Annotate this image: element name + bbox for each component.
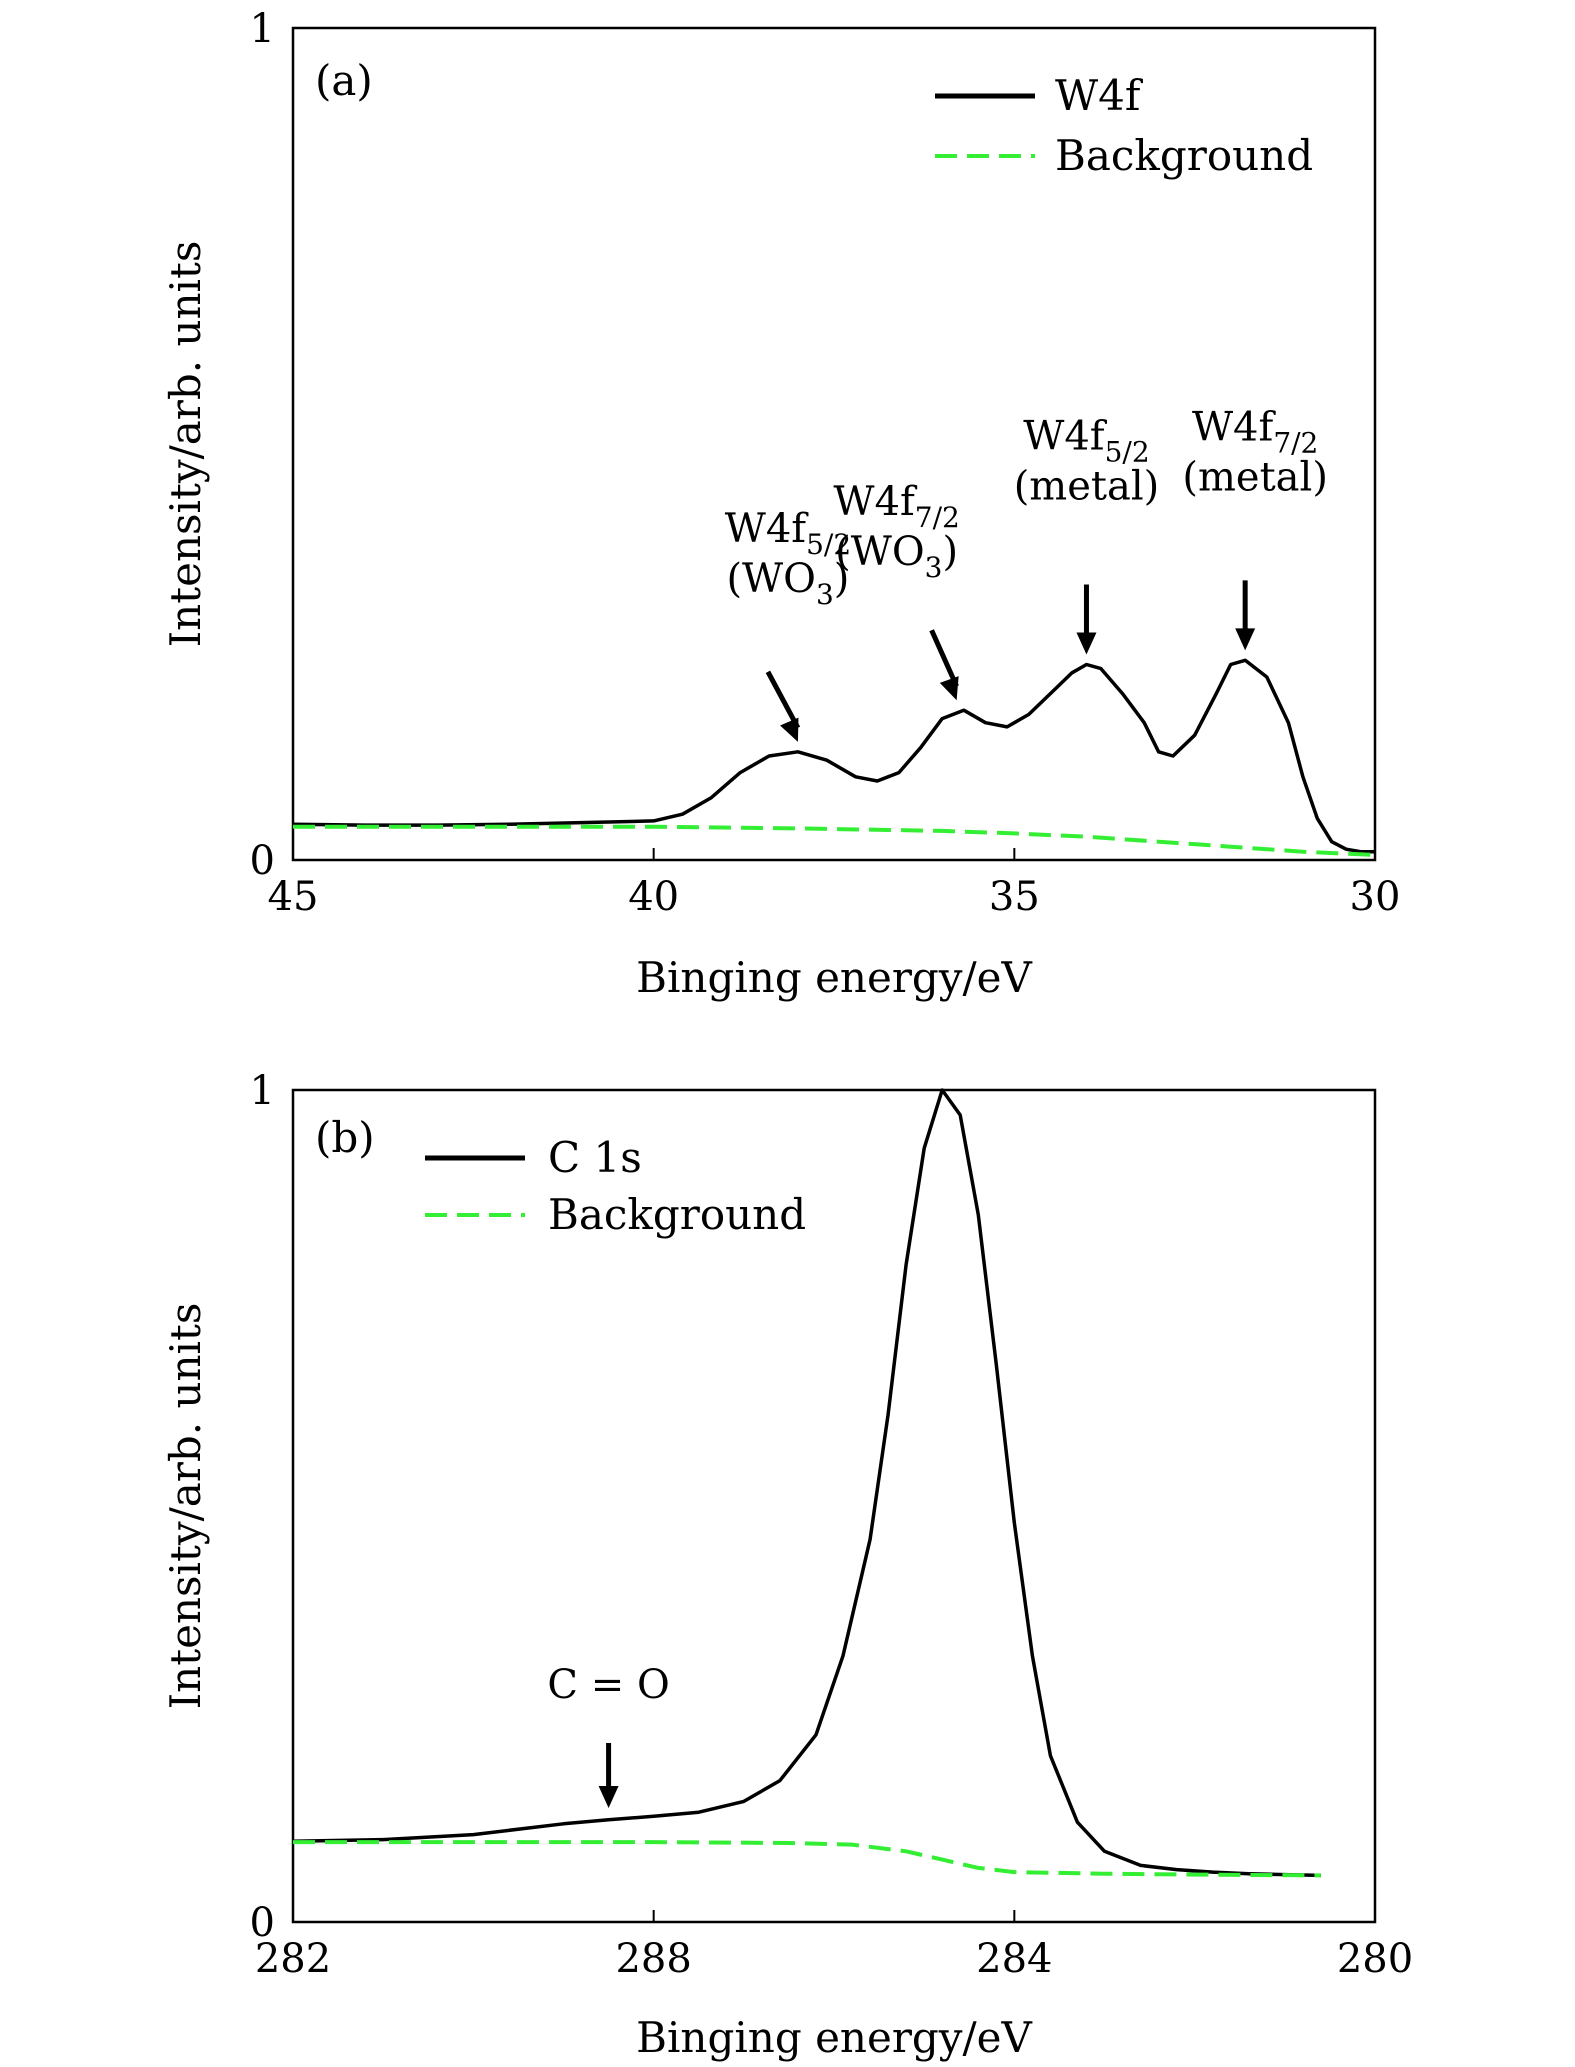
annotation-arrow (1235, 580, 1256, 651)
annotation-arrow (598, 1743, 619, 1808)
panel-b-x-axis-label: Binging energy/eV (636, 2013, 1032, 2062)
panel-b-y-axis-label: Intensity/arb. units (161, 1303, 210, 1710)
panel-a-annotations: W4f5/2(WO3)W4f7/2(WO3)W4f5/2(metal)W4f7/… (725, 404, 1328, 742)
annotation-line2: (metal) (1014, 463, 1160, 509)
panel-a-legend: W4f Background (935, 71, 1313, 180)
panel-b-plot-frame (291, 1088, 1377, 1924)
y-tick-label: 1 (250, 1068, 275, 1114)
panel-a-plot-frame (291, 26, 1377, 862)
y-tick-label: 0 (250, 1900, 275, 1946)
panel-a-w4f-chart: (a) Binging energy/eV Intensity/arb. uni… (161, 6, 1400, 1002)
y-tick-label: 1 (250, 6, 275, 52)
panel-b-c1s-chart: (b) Binging energy/eV Intensity/arb. uni… (161, 1068, 1413, 2062)
y-tick-label: 0 (250, 838, 275, 884)
x-tick-label: 288 (615, 1936, 691, 1982)
panel-b-series (292, 1088, 1321, 1878)
peak-annotation: C = O (547, 1662, 670, 1808)
x-tick-label: 45 (268, 874, 319, 920)
annotation-arrow (765, 670, 801, 742)
x-tick-label: 282 (255, 1936, 331, 1982)
series-line-background (293, 824, 1376, 857)
annotation-line2: (WO3) (726, 556, 849, 611)
legend-label-background-a: Background (1055, 131, 1313, 180)
panel-a-y-axis-label: Intensity/arb. units (161, 241, 210, 648)
peak-annotation: W4f7/2(metal) (1182, 404, 1328, 651)
panel-b-ticks: 282 288 284 280 0 1 (250, 1068, 1414, 1982)
panel-a-ticks: 45 40 35 30 0 1 (250, 6, 1401, 920)
annotation-arrow (929, 629, 959, 701)
series-line-w4f (292, 658, 1375, 854)
x-tick-label: 30 (1350, 874, 1401, 920)
annotation-line1: W4f7/2 (833, 479, 959, 534)
panel-a-x-axis-label: Binging energy/eV (636, 953, 1032, 1002)
panel-a-label: (a) (315, 56, 373, 105)
series-line-background (293, 1840, 1321, 1878)
series-line-c-1s (292, 1088, 1321, 1878)
panel-b-label: (b) (315, 1113, 375, 1162)
peak-annotation: W4f5/2(metal) (1014, 413, 1160, 655)
annotation-label: C = O (547, 1662, 669, 1708)
annotation-line1: W4f5/2 (725, 506, 851, 561)
legend-label-w4f: W4f (1055, 71, 1144, 120)
annotation-line1: W4f7/2 (1192, 404, 1318, 459)
annotation-line2: (metal) (1182, 454, 1328, 500)
x-tick-label: 40 (628, 874, 679, 920)
annotation-line1: W4f5/2 (1023, 413, 1149, 468)
peak-annotation: W4f7/2(WO3) (833, 479, 960, 701)
x-tick-label: 35 (989, 874, 1040, 920)
panel-b-annotations: C = O (547, 1662, 670, 1808)
legend-label-c1s: C 1s (548, 1133, 642, 1182)
legend-label-background-b: Background (548, 1190, 806, 1239)
annotation-line2: (WO3) (835, 529, 958, 584)
panel-b-legend: C 1s Background (425, 1133, 806, 1239)
peak-annotation: W4f5/2(WO3) (725, 506, 851, 742)
annotation-arrow (1076, 584, 1097, 655)
x-tick-label: 284 (976, 1936, 1052, 1982)
panel-a-series (292, 658, 1376, 857)
x-tick-label: 280 (1337, 1936, 1413, 1982)
